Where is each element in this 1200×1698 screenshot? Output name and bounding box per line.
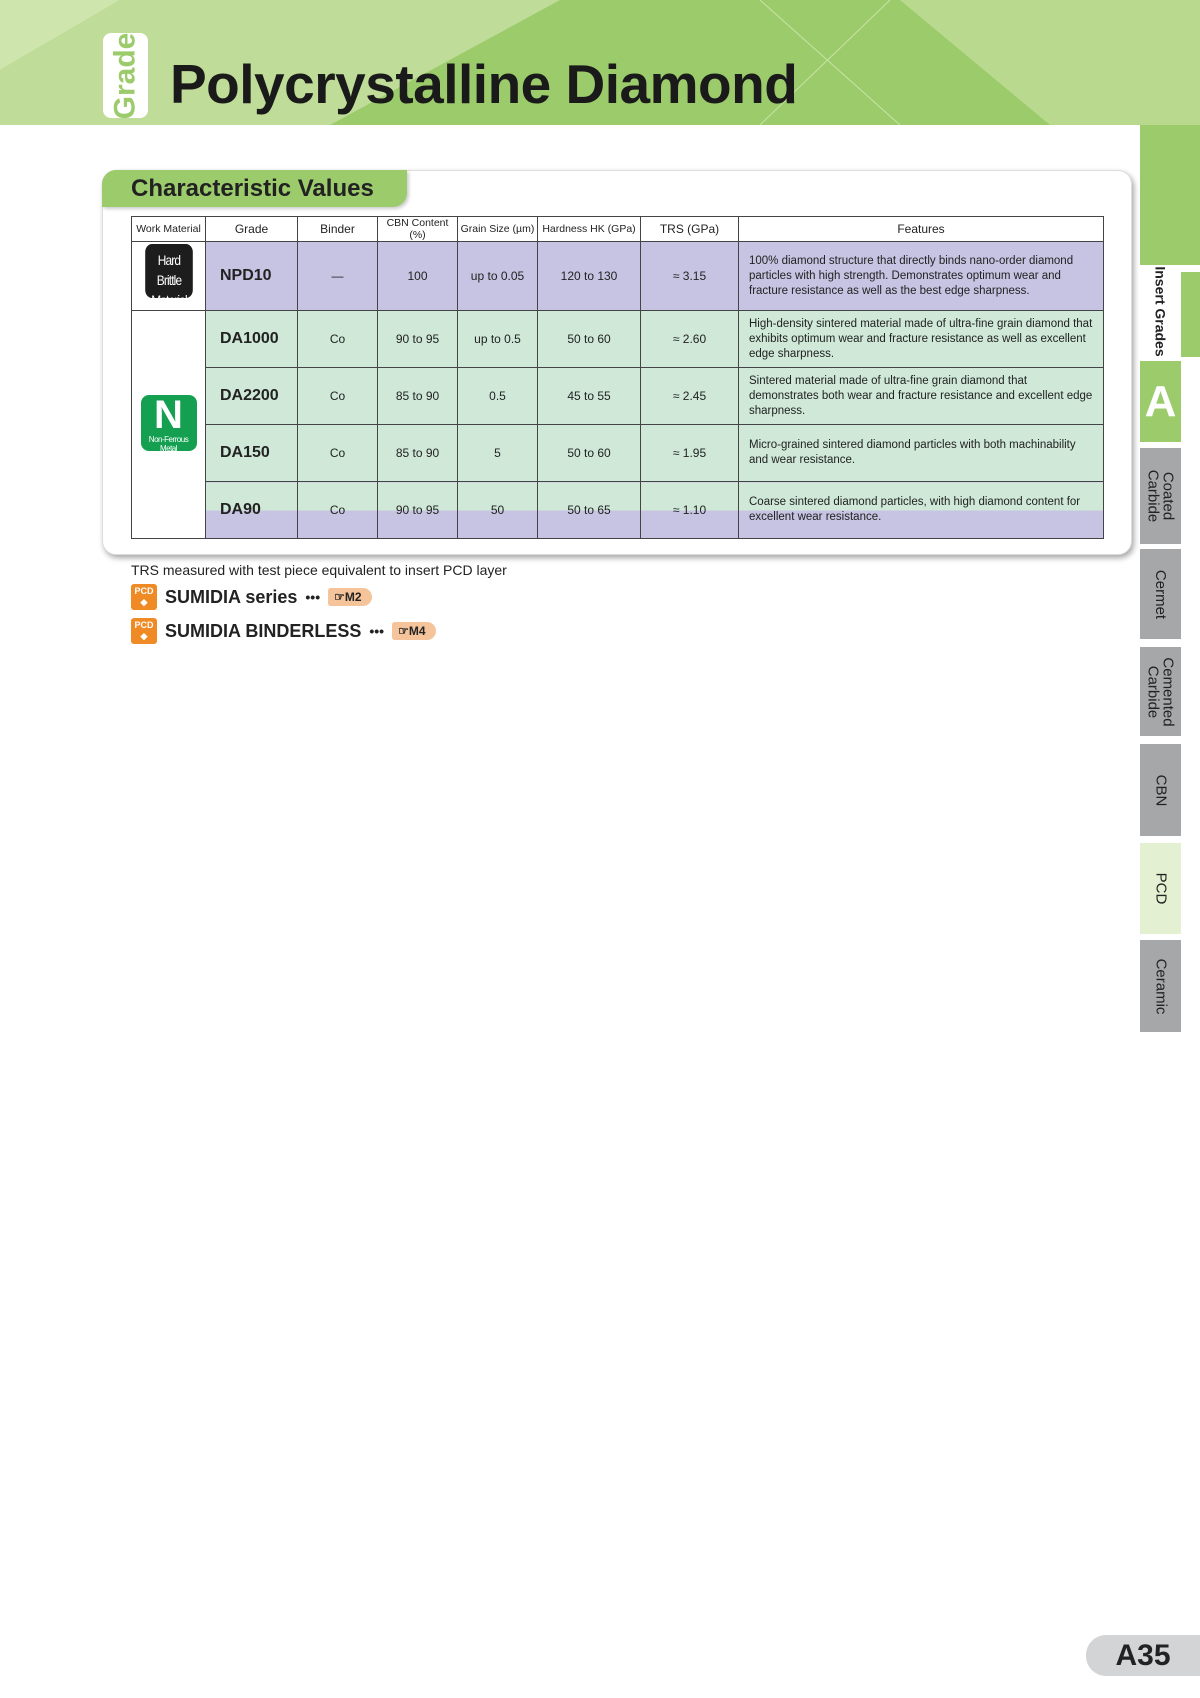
tab-pcd[interactable]: PCD bbox=[1140, 843, 1181, 934]
pcd-icon: PCD ◆ bbox=[131, 584, 157, 610]
grade-badge-label: Grade bbox=[108, 32, 142, 119]
cbn-cell: 85 to 90 bbox=[377, 424, 458, 482]
tab-label: Cermet bbox=[1152, 569, 1169, 619]
characteristics-table: Work Material Grade Binder CBN Content (… bbox=[131, 216, 1104, 539]
col-grain: Grain Size (µm) bbox=[457, 216, 538, 242]
col-cbn: CBN Content (%) bbox=[377, 216, 458, 242]
tab-label: Coated Carbide bbox=[1144, 469, 1177, 523]
binder-cell: Co bbox=[297, 424, 378, 482]
work-material-hard-brittle: Hard Brittle Material bbox=[131, 241, 206, 311]
page-ref-link[interactable]: ☞M4 bbox=[392, 622, 436, 640]
table-row: DA150 Co 85 to 90 5 50 to 60 ≈ 1.95 Micr… bbox=[132, 424, 1104, 482]
table-header: Work Material Grade Binder CBN Content (… bbox=[131, 216, 1104, 242]
grain-cell: 5 bbox=[457, 424, 538, 482]
binder-cell: Co bbox=[297, 481, 378, 539]
col-trs: TRS (GPa) bbox=[640, 216, 739, 242]
grade-badge: Grade bbox=[103, 32, 148, 119]
ref-sumidia-binderless[interactable]: PCD ◆ SUMIDIA BINDERLESS ••• ☞M4 bbox=[131, 618, 436, 644]
cbn-cell: 90 to 95 bbox=[377, 481, 458, 539]
col-binder: Binder bbox=[297, 216, 378, 242]
trs-cell: ≈ 1.95 bbox=[640, 424, 739, 482]
n-letter: N bbox=[154, 393, 183, 437]
page-ref-link[interactable]: ☞M2 bbox=[328, 588, 372, 606]
col-grade: Grade bbox=[205, 216, 298, 242]
tab-coated-carbide[interactable]: Coated Carbide bbox=[1140, 448, 1181, 544]
col-features: Features bbox=[738, 216, 1104, 242]
cbn-cell: 90 to 95 bbox=[377, 310, 458, 368]
pcd-icon: PCD ◆ bbox=[131, 618, 157, 644]
hardness-cell: 50 to 60 bbox=[537, 424, 641, 482]
features-cell: Micro-grained sintered diamond particles… bbox=[738, 424, 1104, 482]
tab-a[interactable]: A bbox=[1140, 361, 1181, 442]
grade-cell: DA90 bbox=[205, 481, 298, 539]
ref-sumidia-series[interactable]: PCD ◆ SUMIDIA series ••• ☞M2 bbox=[131, 584, 372, 610]
table-row: Hard Brittle Material NPD10 — 100 up to … bbox=[131, 241, 1104, 311]
table-row: N Non-Ferrous Metal DA1000 Co 90 to 95 up… bbox=[131, 310, 1104, 539]
features-cell: High-density sintered material made of u… bbox=[738, 310, 1104, 368]
trs-footnote: TRS measured with test piece equivalent … bbox=[131, 562, 507, 578]
grain-cell: up to 0.5 bbox=[457, 310, 538, 368]
tab-cemented-carbide[interactable]: Cemented Carbide bbox=[1140, 647, 1181, 736]
section-title: Characteristic Values bbox=[131, 175, 374, 202]
tab-label: Cemented Carbide bbox=[1144, 656, 1177, 727]
tab-cermet[interactable]: Cermet bbox=[1140, 549, 1181, 639]
grain-cell: 50 bbox=[457, 481, 538, 539]
ref-dots: ••• bbox=[305, 589, 321, 605]
tab-label: Ceramic bbox=[1152, 958, 1169, 1014]
tab-cbn[interactable]: CBN bbox=[1140, 744, 1181, 836]
ref-label: SUMIDIA series bbox=[165, 586, 298, 607]
features-cell: 100% diamond structure that directly bin… bbox=[738, 241, 1104, 311]
grain-cell: 0.5 bbox=[457, 367, 538, 425]
table-row: DA2200 Co 85 to 90 0.5 45 to 55 ≈ 2.45 S… bbox=[132, 367, 1104, 425]
n-badge: N Non-Ferrous Metal bbox=[140, 393, 197, 453]
page-title: Polycrystalline Diamond bbox=[170, 53, 798, 115]
tab-label: A bbox=[1144, 376, 1177, 426]
trs-cell: ≈ 2.45 bbox=[640, 367, 739, 425]
cbn-cell: 100 bbox=[377, 241, 458, 311]
grade-cell: DA1000 bbox=[205, 310, 298, 368]
pcd-icon-label: PCD bbox=[134, 620, 154, 630]
binder-cell: — bbox=[297, 241, 378, 311]
page-number: A35 bbox=[1086, 1635, 1200, 1676]
tab-label: CBN bbox=[1151, 774, 1169, 806]
features-cell: Sintered material made of ultra-fine gra… bbox=[738, 367, 1104, 425]
grade-cell: DA2200 bbox=[205, 367, 298, 425]
table-row: DA90 Co 90 to 95 50 50 to 65 ≈ 1.10 Coar… bbox=[132, 481, 1104, 539]
binder-cell: Co bbox=[297, 310, 378, 368]
ref-label: SUMIDIA BINDERLESS bbox=[165, 620, 362, 641]
n-label: Non-Ferrous Metal bbox=[148, 435, 189, 453]
hardness-cell: 120 to 130 bbox=[537, 241, 641, 311]
tab-label: Insert Grades bbox=[1153, 265, 1170, 357]
grain-cell: up to 0.05 bbox=[457, 241, 538, 311]
trs-cell: ≈ 1.10 bbox=[640, 481, 739, 539]
side-decoration bbox=[1140, 125, 1200, 265]
grade-cell: NPD10 bbox=[205, 241, 298, 311]
tab-accent bbox=[1181, 272, 1200, 357]
ref-dots: ••• bbox=[369, 623, 385, 639]
tab-insert-grades[interactable]: Insert Grades bbox=[1140, 265, 1181, 357]
grade-cell: DA150 bbox=[205, 424, 298, 482]
binder-cell: Co bbox=[297, 367, 378, 425]
hardness-cell: 50 to 65 bbox=[537, 481, 641, 539]
tab-ceramic[interactable]: Ceramic bbox=[1140, 940, 1181, 1032]
pcd-icon-label: PCD bbox=[134, 586, 154, 596]
hardness-cell: 50 to 60 bbox=[537, 310, 641, 368]
trs-cell: ≈ 2.60 bbox=[640, 310, 739, 368]
section-title-tab: Characteristic Values bbox=[102, 170, 407, 207]
work-material-non-ferrous: N Non-Ferrous Metal bbox=[131, 310, 206, 539]
cbn-cell: 85 to 90 bbox=[377, 367, 458, 425]
hard-brittle-badge: Hard Brittle Material bbox=[144, 244, 193, 308]
trs-cell: ≈ 3.15 bbox=[640, 241, 739, 311]
features-cell: Coarse sintered diamond particles, with … bbox=[738, 481, 1104, 539]
col-hardness: Hardness HK (GPa) bbox=[537, 216, 641, 242]
col-work-material: Work Material bbox=[131, 216, 206, 242]
tab-label: PCD bbox=[1151, 872, 1169, 905]
hardness-cell: 45 to 55 bbox=[537, 367, 641, 425]
